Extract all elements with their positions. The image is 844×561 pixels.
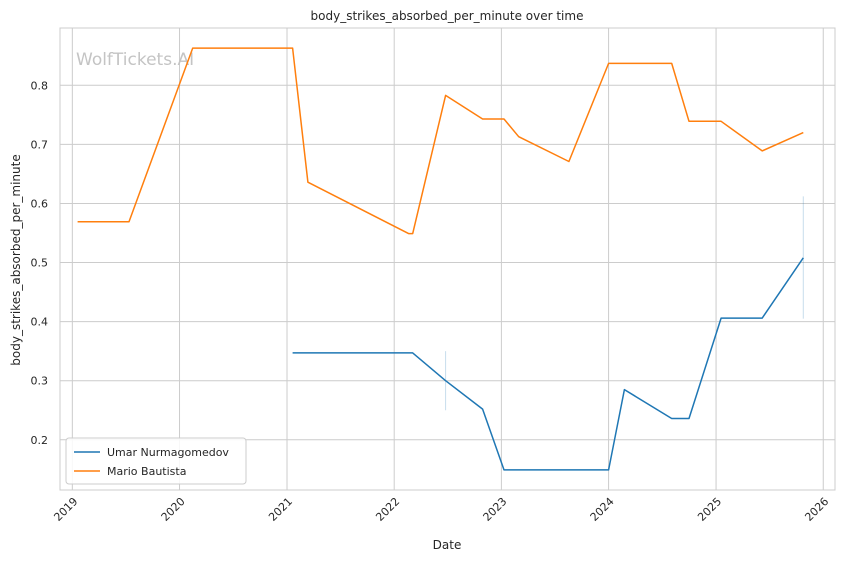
plot-frame — [59, 27, 836, 491]
y-tick-label: 0.6 — [31, 197, 49, 210]
y-tick-label: 0.8 — [31, 79, 49, 92]
x-tick-label: 2021 — [266, 495, 295, 524]
x-axis-label: Date — [433, 538, 462, 552]
confidence-bands — [445, 196, 804, 411]
y-tick-label: 0.5 — [31, 257, 49, 270]
legend-label-mario-bautista: Mario Bautista — [107, 465, 186, 478]
y-axis-label: body_strikes_absorbed_per_minute — [9, 154, 23, 365]
x-tick-label: 2019 — [51, 495, 80, 524]
y-tick-label: 0.7 — [31, 138, 49, 151]
y-tick-label: 0.3 — [31, 375, 49, 388]
legend-box — [65, 437, 247, 485]
legend-label-umar-nurmagomedov: Umar Nurmagomedov — [107, 446, 229, 459]
mario-bautista-line — [77, 47, 804, 235]
y-tick-label: 0.2 — [31, 434, 49, 447]
chart-title: body_strikes_absorbed_per_minute over ti… — [311, 9, 584, 23]
x-tick-label: 2022 — [373, 495, 402, 524]
y-tick-labels: 0.2 0.3 0.4 0.5 0.6 0.7 0.8 — [31, 79, 49, 446]
x-tick-labels: 2019 2020 2021 2022 2023 2024 2025 2026 — [51, 495, 831, 524]
umar-nurmagomedov-line — [292, 257, 804, 471]
x-tick-label: 2020 — [159, 495, 188, 524]
watermark: WolfTickets.AI — [76, 50, 194, 70]
series-lines — [77, 47, 804, 471]
y-tick-label: 0.4 — [31, 316, 49, 329]
legend: Umar Nurmagomedov Mario Bautista — [65, 437, 247, 485]
x-tick-label: 2024 — [588, 495, 617, 524]
x-tick-label: 2026 — [802, 495, 831, 524]
x-gridlines — [71, 28, 824, 490]
y-gridlines — [60, 84, 835, 441]
x-tick-label: 2025 — [695, 495, 724, 524]
x-tick-label: 2023 — [481, 495, 510, 524]
